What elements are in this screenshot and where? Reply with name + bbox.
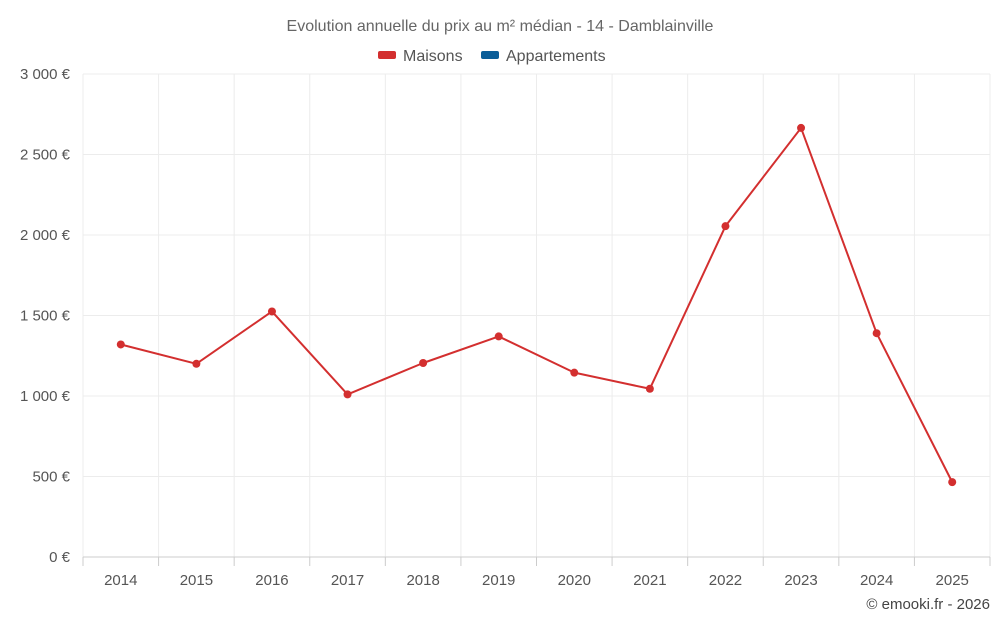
legend-swatch-maisons (378, 51, 396, 59)
y-axis-ticks: 0 € 500 € 1 000 € 1 500 € 2 000 € 2 500 € 3 00… (20, 66, 71, 566)
legend-label-appartements[interactable]: Appartements (506, 48, 606, 65)
data-point-2021[interactable] (645, 384, 654, 393)
grid (82, 73, 991, 557)
y-tick-label: 3 000 € (20, 66, 71, 83)
legend-swatch-appartements (481, 51, 499, 59)
x-tick-label: 2020 (558, 572, 591, 589)
x-tick-label: 2019 (482, 572, 515, 589)
y-tick-label: 1 500 € (20, 308, 71, 325)
data-point-2020[interactable] (570, 368, 579, 377)
credit-text: © emooki.fr - 2026 (866, 596, 990, 613)
data-point-2017[interactable] (343, 390, 352, 399)
x-tick-label: 2024 (860, 572, 893, 589)
data-point-2015[interactable] (192, 359, 201, 368)
y-tick-label: 0 € (49, 549, 71, 566)
x-tick-label: 2014 (104, 572, 137, 589)
y-tick-label: 500 € (32, 469, 70, 486)
x-tick-label: 2015 (180, 572, 213, 589)
data-point-2025[interactable] (948, 478, 957, 487)
x-tick-label: 2017 (331, 572, 364, 589)
series (116, 123, 957, 487)
x-tick-label: 2016 (255, 572, 288, 589)
y-tick-label: 2 000 € (20, 227, 71, 244)
data-point-2014[interactable] (116, 340, 125, 349)
x-tick-label: 2023 (784, 572, 817, 589)
data-point-2018[interactable] (419, 358, 428, 367)
data-point-2019[interactable] (494, 332, 503, 341)
legend-label-maisons[interactable]: Maisons (403, 48, 463, 65)
y-tick-label: 2 500 € (20, 147, 71, 164)
x-tick-label: 2025 (936, 572, 969, 589)
x-tick-label: 2022 (709, 572, 742, 589)
series-line-maisons (120, 126, 954, 483)
x-tick-label: 2021 (633, 572, 666, 589)
data-point-2024[interactable] (872, 329, 881, 338)
y-tick-label: 1 000 € (20, 388, 71, 405)
x-axis-ticks: 2014 2015 2016 2017 2018 2019 2020 2021 2022 2023… (104, 572, 969, 589)
legend: Maisons Appartements (378, 48, 606, 65)
data-point-2016[interactable] (267, 307, 276, 316)
data-point-2022[interactable] (721, 222, 730, 231)
x-tick-label: 2018 (406, 572, 439, 589)
axes (82, 556, 991, 566)
chart-title: Evolution annuelle du prix au m² médian … (287, 18, 714, 35)
data-point-2023[interactable] (797, 123, 806, 132)
